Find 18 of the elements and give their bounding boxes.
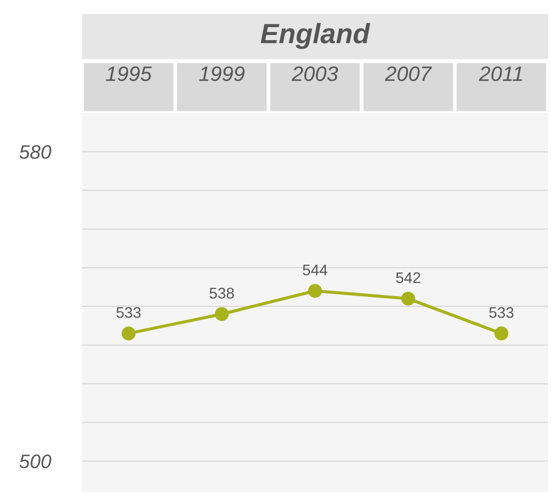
point (401, 292, 416, 306)
data-label: 542 (396, 272, 420, 284)
data-label: 538 (210, 288, 234, 299)
x-tick-label: 1995 (106, 66, 152, 82)
point (122, 326, 136, 340)
y-tick-label: 580 (19, 145, 52, 159)
chart-title: England (260, 23, 370, 49)
point (308, 284, 322, 298)
x-tick-label: 2007 (384, 66, 432, 82)
point (214, 307, 229, 322)
data-label: 544 (302, 264, 328, 276)
y-tick-label: 500 (19, 454, 52, 468)
data-label: 533 (489, 307, 514, 318)
x-tick-label: 1999 (199, 66, 245, 82)
x-tick-label: 2011 (478, 66, 522, 82)
point (494, 326, 508, 340)
data-label: 533 (116, 307, 141, 318)
x-tick-label: 2003 (292, 66, 338, 82)
